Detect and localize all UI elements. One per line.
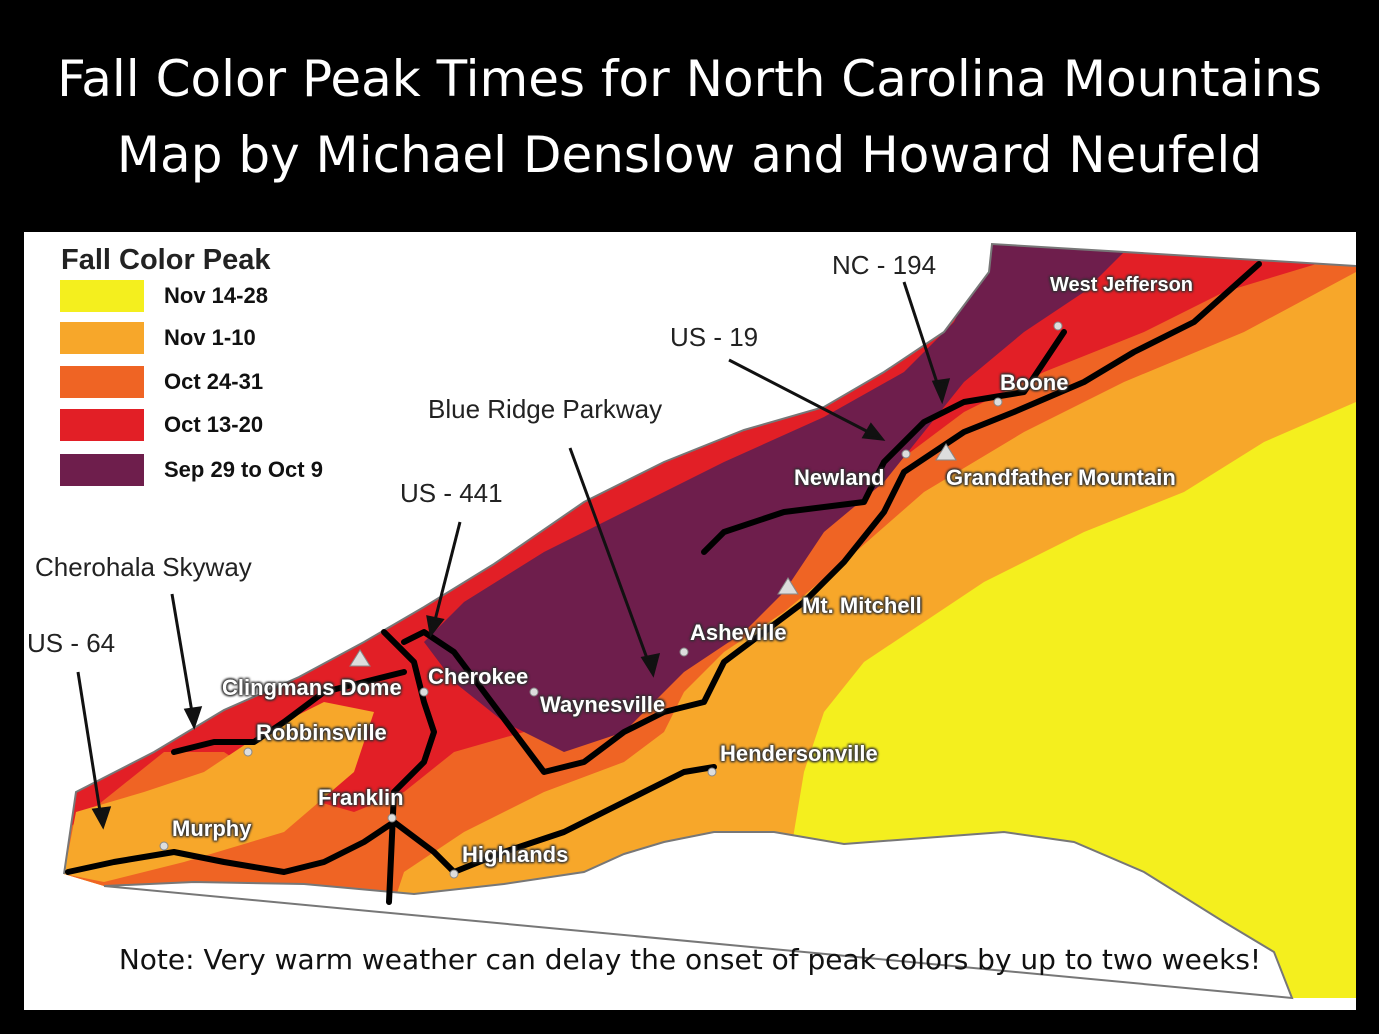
nc194-arrowhead bbox=[931, 378, 951, 405]
us-19-route bbox=[701, 329, 1067, 555]
fall-color-map bbox=[63, 242, 1356, 1000]
blue-ridge-pointer bbox=[568, 447, 654, 673]
place-label-mt-mitchell: Mt. Mitchell bbox=[802, 593, 922, 618]
place-label-highlands: Highlands bbox=[462, 842, 569, 867]
clingmans-dome-peak-icon bbox=[349, 649, 371, 667]
place-label-murphy: Murphy bbox=[172, 816, 252, 841]
place-label-newland: Newland bbox=[794, 465, 885, 490]
mt-mitchell-peak-icon bbox=[777, 577, 799, 595]
grandfather-mountain-peak-icon bbox=[935, 443, 957, 461]
waynesville-dot-icon bbox=[529, 687, 539, 697]
road-label-us441: US - 441 bbox=[400, 478, 503, 508]
franklin-dot-icon bbox=[387, 813, 397, 823]
road-label-nc194: NC - 194 bbox=[832, 250, 937, 280]
cherokee-dot-icon bbox=[419, 687, 429, 697]
west-jefferson-dot-icon bbox=[1053, 321, 1063, 331]
place-label-waynesville: Waynesville bbox=[540, 692, 666, 717]
place-label-clingmans-dome: Clingmans Dome bbox=[222, 675, 402, 700]
highlands-dot-icon bbox=[449, 869, 459, 879]
blue-ridge-parkway-route bbox=[401, 261, 1262, 775]
zone-sep29-oct9 bbox=[424, 244, 1124, 752]
legend-label: Nov 1-10 bbox=[164, 325, 256, 350]
place-label-boone: Boone bbox=[1000, 370, 1069, 395]
us19-arrowhead bbox=[861, 422, 886, 441]
warm-weather-note: Note: Very warm weather can delay the on… bbox=[118, 943, 1262, 976]
legend-swatch bbox=[60, 454, 144, 486]
asheville-dot-icon bbox=[679, 647, 689, 657]
us-441-route bbox=[381, 629, 437, 905]
place-label-west-jefferson: West Jefferson bbox=[1050, 274, 1194, 296]
place-label-asheville: Asheville bbox=[690, 620, 787, 645]
road-label-blue-ridge: Blue Ridge Parkway bbox=[428, 394, 663, 424]
place-label-hendersonville: Hendersonville bbox=[720, 741, 878, 766]
legend-swatch bbox=[60, 280, 144, 312]
place-label-cherokee: Cherokee bbox=[428, 664, 529, 689]
legend-swatch bbox=[60, 366, 144, 398]
legend-swatch bbox=[60, 322, 144, 354]
legend-label: Sep 29 to Oct 9 bbox=[164, 457, 323, 482]
legend-swatch bbox=[60, 409, 144, 441]
us64-arrowhead bbox=[91, 806, 112, 830]
state-border bbox=[63, 242, 1356, 1000]
cherohala-skyway-route bbox=[171, 669, 407, 755]
road-label-us19: US - 19 bbox=[670, 322, 759, 352]
cherohala-pointer bbox=[170, 593, 196, 725]
map-panel: Fall Color Peak Nov 14-28 Nov 1-10 Oct 2… bbox=[24, 232, 1356, 1010]
us64-pointer bbox=[76, 671, 104, 825]
legend-label: Oct 13-20 bbox=[164, 412, 264, 437]
place-label-franklin: Franklin bbox=[318, 785, 404, 810]
zone-nov1-10-west bbox=[64, 702, 374, 882]
title-line-2: Map by Michael Denslow and Howard Neufel… bbox=[116, 126, 1263, 184]
murphy-dot-icon bbox=[159, 841, 169, 851]
cherohala-arrowhead bbox=[183, 706, 203, 730]
boone-dot-icon bbox=[993, 397, 1003, 407]
robbinsville-dot-icon bbox=[243, 747, 253, 757]
hendersonville-dot-icon bbox=[707, 767, 717, 777]
place-label-grandfather: Grandfather Mountain bbox=[946, 465, 1176, 490]
title-line-1: Fall Color Peak Times for North Carolina… bbox=[57, 50, 1322, 108]
us441-arrowhead bbox=[426, 615, 445, 638]
blue-ridge-arrowhead bbox=[640, 653, 661, 678]
place-label-robbinsville: Robbinsville bbox=[256, 720, 387, 745]
us19-pointer bbox=[728, 358, 881, 440]
us441-pointer bbox=[430, 521, 462, 633]
legend-label: Nov 14-28 bbox=[164, 283, 268, 308]
newland-dot-icon bbox=[901, 449, 911, 459]
road-label-cherohala: Cherohala Skyway bbox=[35, 552, 252, 582]
road-label-us64: US - 64 bbox=[27, 628, 116, 658]
legend-label: Oct 24-31 bbox=[164, 369, 264, 394]
nc194-pointer bbox=[902, 281, 944, 399]
legend-title: Fall Color Peak bbox=[61, 244, 271, 276]
